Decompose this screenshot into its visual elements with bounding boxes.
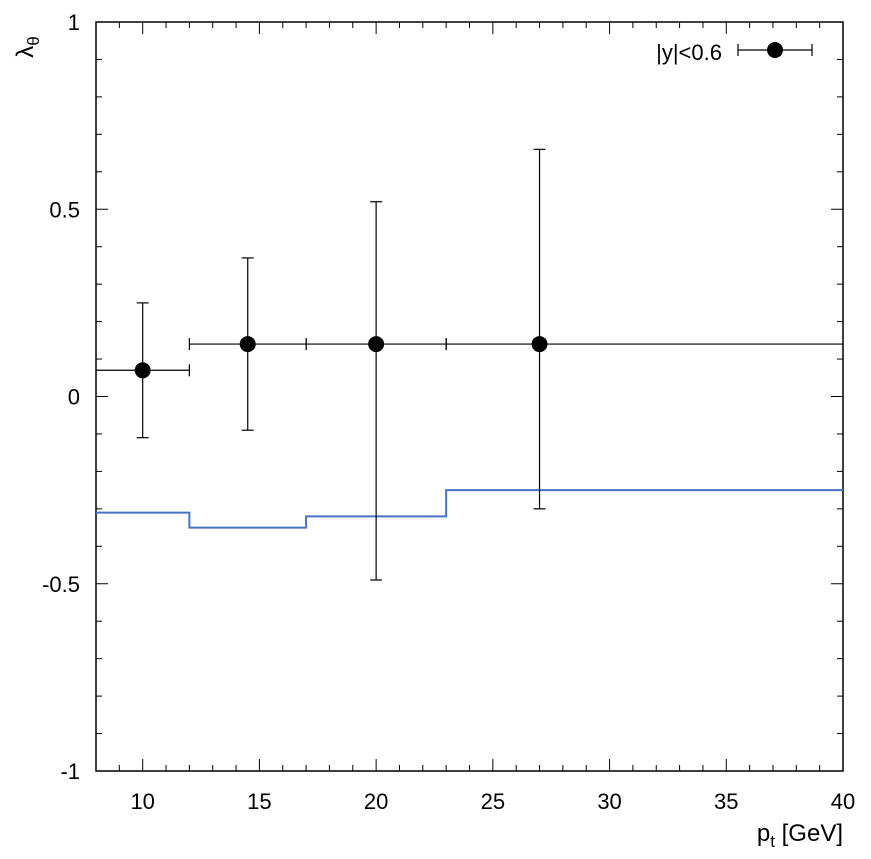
data-point-group: [445, 148, 843, 510]
y-tick-label: 0.5: [49, 197, 80, 222]
data-point: [531, 336, 548, 353]
prediction-step-line: [96, 489, 843, 529]
legend: |y|<0.6: [656, 40, 813, 65]
data-point: [134, 362, 151, 379]
x-tick-label: 40: [831, 789, 855, 814]
x-axis-label: pt [GeV]: [757, 820, 843, 851]
data-series: [96, 148, 843, 581]
prediction-series: [96, 489, 843, 529]
plot-area: [95, 21, 844, 772]
x-tick-label: 35: [714, 789, 738, 814]
data-point: [368, 336, 385, 353]
tick-labels: 10 15 20 25 30 35 40 -1 -0.5 0 0.5 1: [42, 10, 855, 814]
x-tick-label: 20: [364, 789, 388, 814]
x-tick-label: 30: [597, 789, 621, 814]
y-tick-label: -1: [60, 759, 80, 784]
y-tick-label: 1: [68, 10, 80, 35]
plot-frame: [95, 21, 844, 772]
x-tick-label: 10: [130, 789, 154, 814]
legend-label: |y|<0.6: [656, 40, 722, 65]
data-point-group: [305, 201, 447, 581]
data-point-group: [96, 302, 190, 439]
data-point-group: [188, 257, 307, 431]
x-tick-label: 15: [247, 789, 271, 814]
y-tick-label: -0.5: [42, 572, 80, 597]
legend-marker: [767, 42, 783, 58]
x-tick-label: 25: [481, 789, 505, 814]
ticks: [95, 21, 844, 772]
y-tick-label: 0: [68, 385, 80, 410]
y-axis-label: λθ: [12, 36, 43, 57]
data-point: [239, 336, 256, 353]
